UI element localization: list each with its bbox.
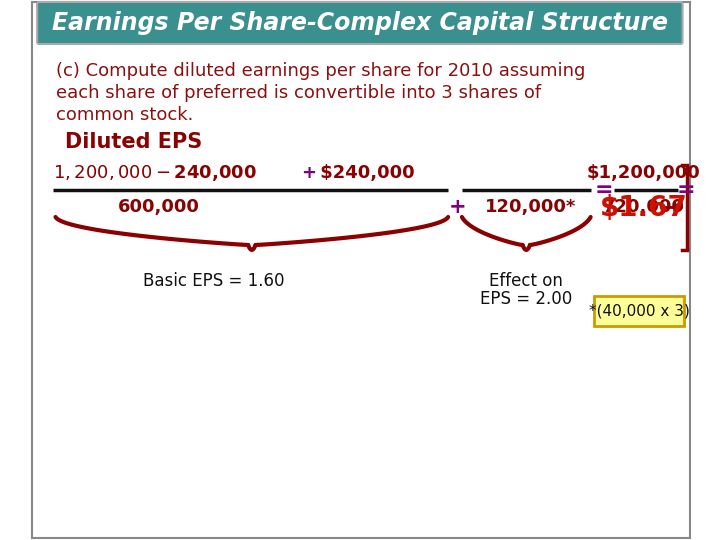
- Text: common stock.: common stock.: [55, 106, 193, 124]
- Text: Effect on: Effect on: [490, 272, 563, 290]
- Text: EPS = 2.00: EPS = 2.00: [480, 290, 572, 308]
- Text: Basic EPS = 1.60: Basic EPS = 1.60: [143, 272, 284, 290]
- Text: +: +: [301, 164, 316, 182]
- Text: $1.67: $1.67: [600, 193, 688, 221]
- Text: =: =: [595, 180, 613, 200]
- Text: 720,000: 720,000: [603, 198, 685, 216]
- Text: $1,200,000 - $240,000: $1,200,000 - $240,000: [53, 163, 258, 183]
- FancyBboxPatch shape: [37, 2, 683, 44]
- Text: *(40,000 x 3): *(40,000 x 3): [589, 303, 690, 319]
- FancyBboxPatch shape: [594, 296, 685, 326]
- Text: =: =: [677, 180, 696, 200]
- FancyBboxPatch shape: [32, 2, 690, 538]
- Text: Earnings Per Share-Complex Capital Structure: Earnings Per Share-Complex Capital Struc…: [52, 11, 668, 35]
- Text: $1,200,000: $1,200,000: [587, 164, 701, 182]
- Text: 600,000: 600,000: [117, 198, 199, 216]
- Text: $240,000: $240,000: [314, 164, 415, 182]
- Text: Diluted EPS: Diluted EPS: [65, 132, 202, 152]
- Text: each share of preferred is convertible into 3 shares of: each share of preferred is convertible i…: [55, 84, 541, 102]
- Text: (c) Compute diluted earnings per share for 2010 assuming: (c) Compute diluted earnings per share f…: [55, 62, 585, 80]
- Text: 120,000*: 120,000*: [485, 198, 577, 216]
- Text: +: +: [449, 197, 466, 217]
